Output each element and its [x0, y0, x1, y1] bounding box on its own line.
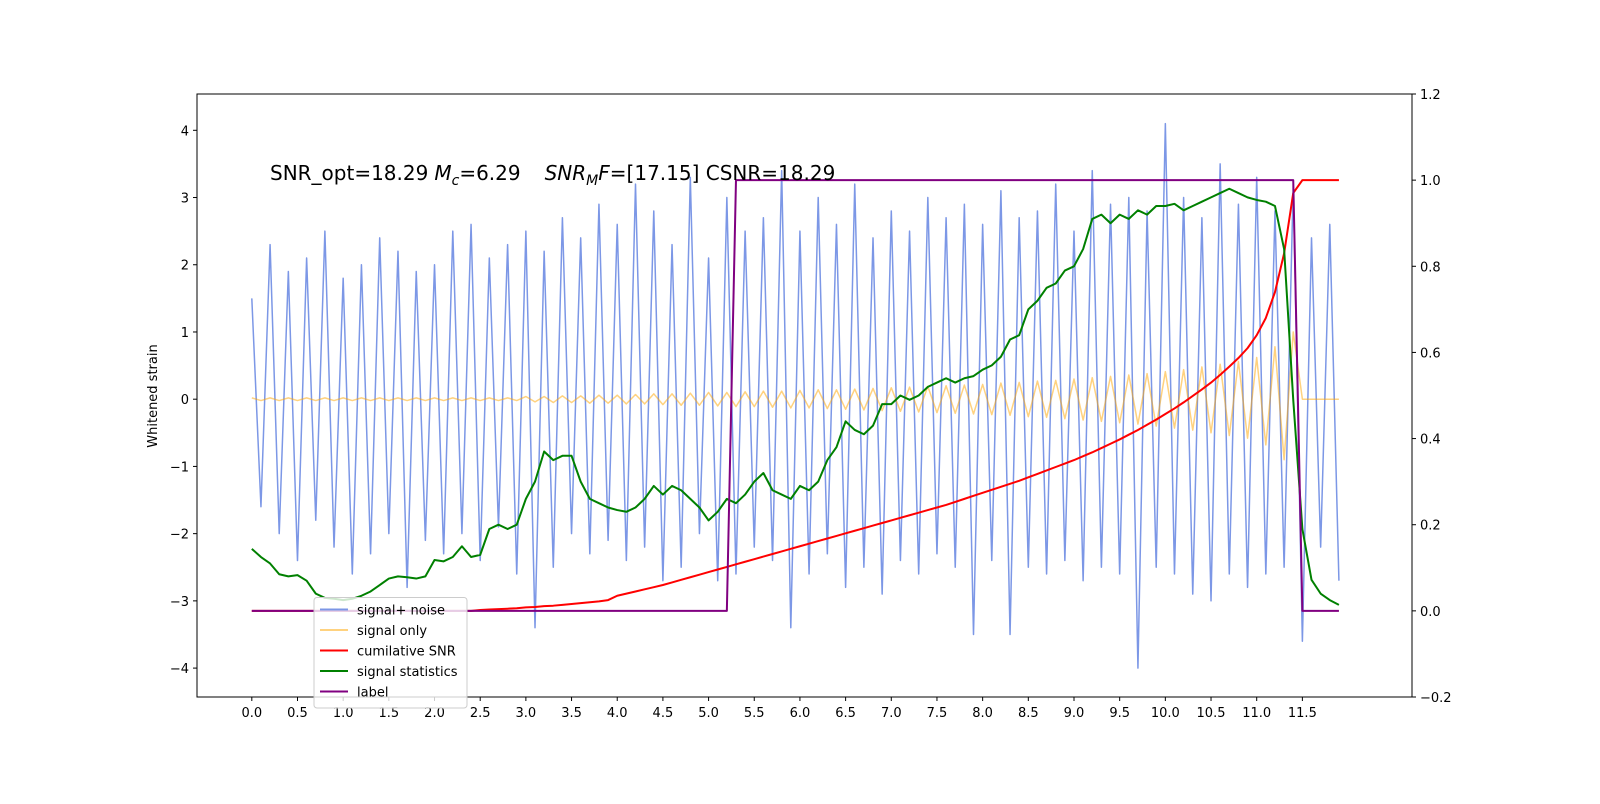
y-tick-label: 2 — [181, 259, 189, 274]
y-tick-label: 4 — [181, 124, 189, 139]
x-tick-label: 1.0 — [333, 706, 354, 721]
x-tick-label: 8.0 — [972, 706, 993, 721]
y2-tick-label: 1.0 — [1420, 174, 1441, 189]
y-tick-label: −2 — [170, 528, 189, 543]
x-tick-label: 4.0 — [607, 706, 628, 721]
legend-label: signal+ noise — [357, 604, 445, 619]
x-tick-label: 3.0 — [516, 706, 537, 721]
y-tick-label: 1 — [181, 326, 189, 341]
x-tick-label: 4.5 — [653, 706, 674, 721]
series-line — [251, 187, 1340, 606]
x-tick-label: 9.5 — [1109, 706, 1130, 721]
y2-tick-label: 0.8 — [1420, 260, 1441, 275]
series-line — [251, 331, 1339, 461]
series-line — [251, 122, 1340, 669]
y-tick-label: −1 — [170, 460, 189, 475]
x-tick-label: 6.5 — [835, 706, 856, 721]
axes-frame — [196, 93, 1413, 698]
legend-label: signal statistics — [357, 665, 458, 680]
y-tick-label: 0 — [181, 393, 189, 408]
x-tick-label: 3.5 — [561, 706, 582, 721]
x-tick-label: 7.0 — [881, 706, 902, 721]
x-tick-label: 2.0 — [424, 706, 445, 721]
x-tick-label: 6.0 — [790, 706, 811, 721]
x-tick-label: 7.5 — [927, 706, 948, 721]
y-axis-label: Whitened strain — [146, 344, 161, 447]
y2-tick-label: 0.4 — [1420, 433, 1441, 448]
y2-tick-label: 1.2 — [1420, 88, 1441, 103]
legend-label: cumilative SNR — [357, 645, 456, 660]
legend-frame — [313, 597, 468, 709]
y2-tick-label: −0.2 — [1420, 691, 1452, 706]
x-tick-label: 10.0 — [1151, 706, 1180, 721]
x-tick-label: 11.0 — [1242, 706, 1271, 721]
y-tick-label: −3 — [170, 595, 189, 610]
x-tick-label: 11.5 — [1288, 706, 1317, 721]
x-tick-label: 5.0 — [698, 706, 719, 721]
x-tick-label: 5.5 — [744, 706, 765, 721]
x-tick-label: 0.5 — [287, 706, 308, 721]
x-tick-label: 8.5 — [1018, 706, 1039, 721]
y-tick-label: 3 — [181, 192, 189, 207]
annotation: SNR_opt=18.29 Mc=6.29 SNRMF=[17.15] CSNR=1… — [270, 161, 835, 189]
y-tick-label: −4 — [170, 662, 189, 677]
legend-label: signal only — [357, 624, 427, 639]
x-tick-label: 10.5 — [1197, 706, 1226, 721]
x-tick-label: 9.0 — [1064, 706, 1085, 721]
x-tick-label: 1.5 — [378, 706, 399, 721]
y2-tick-label: 0.2 — [1420, 519, 1441, 534]
x-tick-label: 2.5 — [470, 706, 491, 721]
x-tick-label: 0.0 — [241, 706, 262, 721]
legend-label: label — [357, 686, 388, 701]
y2-tick-label: 0.6 — [1420, 346, 1441, 361]
y2-tick-label: 0.0 — [1420, 605, 1441, 620]
